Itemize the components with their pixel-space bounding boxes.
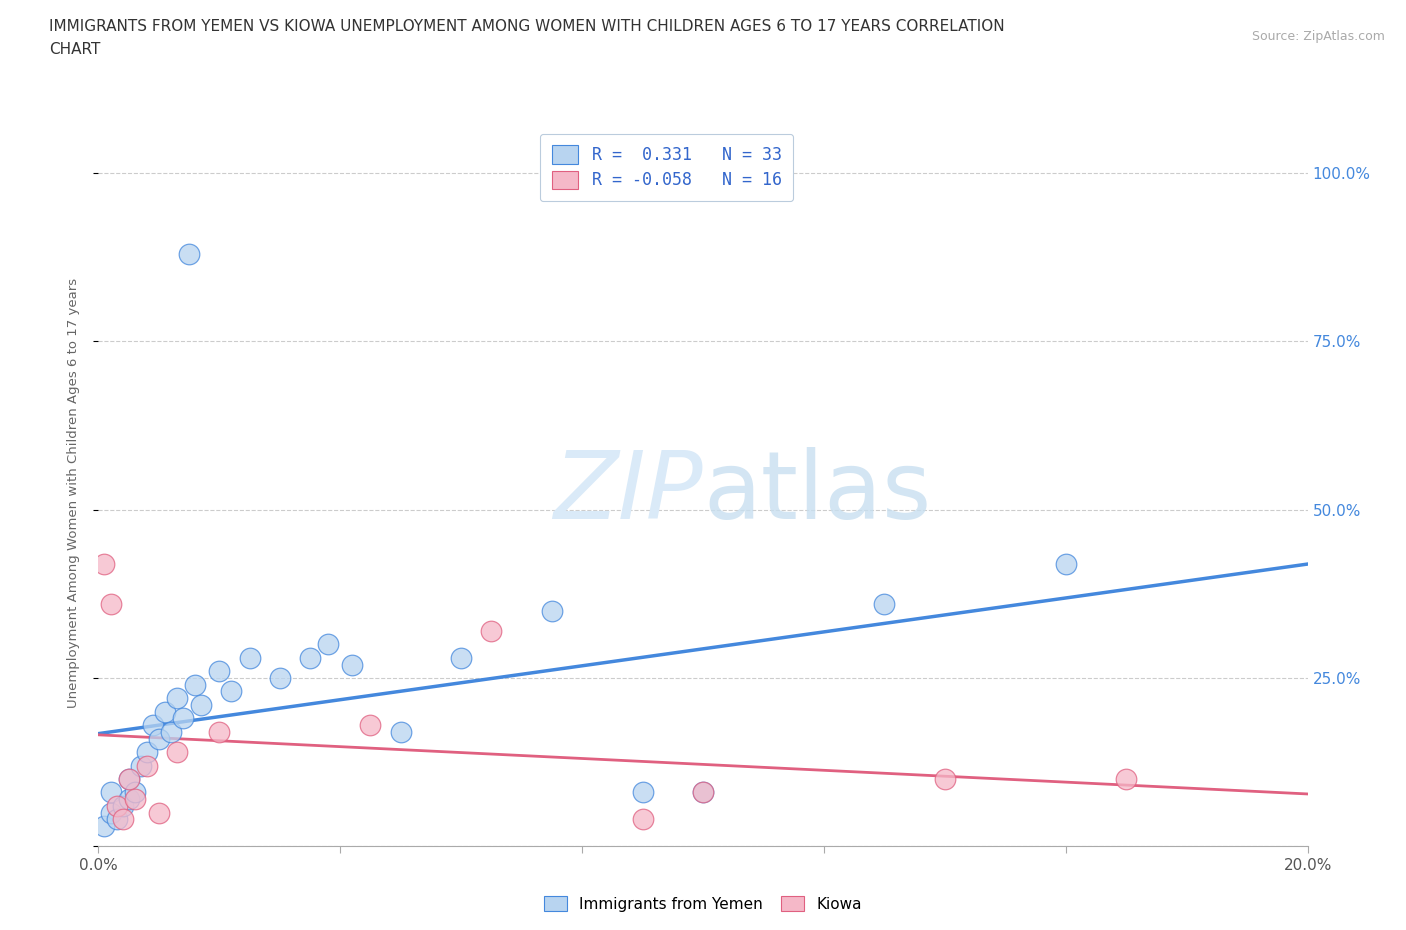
Point [316,637,339,652]
Point [142,718,165,733]
Point [692,785,714,800]
Point [873,596,896,611]
Y-axis label: Unemployment Among Women with Children Ages 6 to 17 years: Unemployment Among Women with Children A… [67,278,80,708]
Point [105,812,128,827]
Point [100,596,122,611]
Point [1054,556,1077,571]
Point [1115,772,1137,787]
Point [111,799,134,814]
Point [135,758,157,773]
Point [148,805,170,820]
Point [172,711,194,725]
Text: IMMIGRANTS FROM YEMEN VS KIOWA UNEMPLOYMENT AMONG WOMEN WITH CHILDREN AGES 6 TO : IMMIGRANTS FROM YEMEN VS KIOWA UNEMPLOYM… [49,19,1005,33]
Point [540,604,562,618]
Text: CHART: CHART [49,42,101,57]
Text: Source: ZipAtlas.com: Source: ZipAtlas.com [1251,30,1385,43]
Legend: Immigrants from Yemen, Kiowa: Immigrants from Yemen, Kiowa [538,890,868,918]
Point [239,650,262,665]
Point [118,791,141,806]
Point [208,664,231,679]
Text: atlas: atlas [703,447,931,538]
Point [93,556,115,571]
Point [118,772,141,787]
Point [118,772,141,787]
Point [269,671,291,685]
Point [124,785,146,800]
Point [179,246,201,261]
Point [129,758,152,773]
Point [342,658,364,672]
Point [148,731,170,746]
Point [135,745,157,760]
Point [166,691,188,706]
Text: ZIP: ZIP [554,447,703,538]
Point [124,791,146,806]
Point [692,785,714,800]
Point [208,724,231,739]
Point [111,812,134,827]
Point [631,785,654,800]
Point [221,684,243,699]
Point [360,718,382,733]
Point [153,704,176,719]
Point [100,805,122,820]
Point [299,650,322,665]
Point [100,785,122,800]
Point [631,812,654,827]
Point [481,623,503,638]
Point [389,724,412,739]
Point [934,772,956,787]
Point [160,724,183,739]
Point [93,818,115,833]
Point [105,799,128,814]
Point [190,698,212,712]
Legend: R =  0.331   N = 33, R = -0.058   N = 16: R = 0.331 N = 33, R = -0.058 N = 16 [540,134,793,201]
Point [184,677,207,692]
Point [450,650,472,665]
Point [166,745,188,760]
